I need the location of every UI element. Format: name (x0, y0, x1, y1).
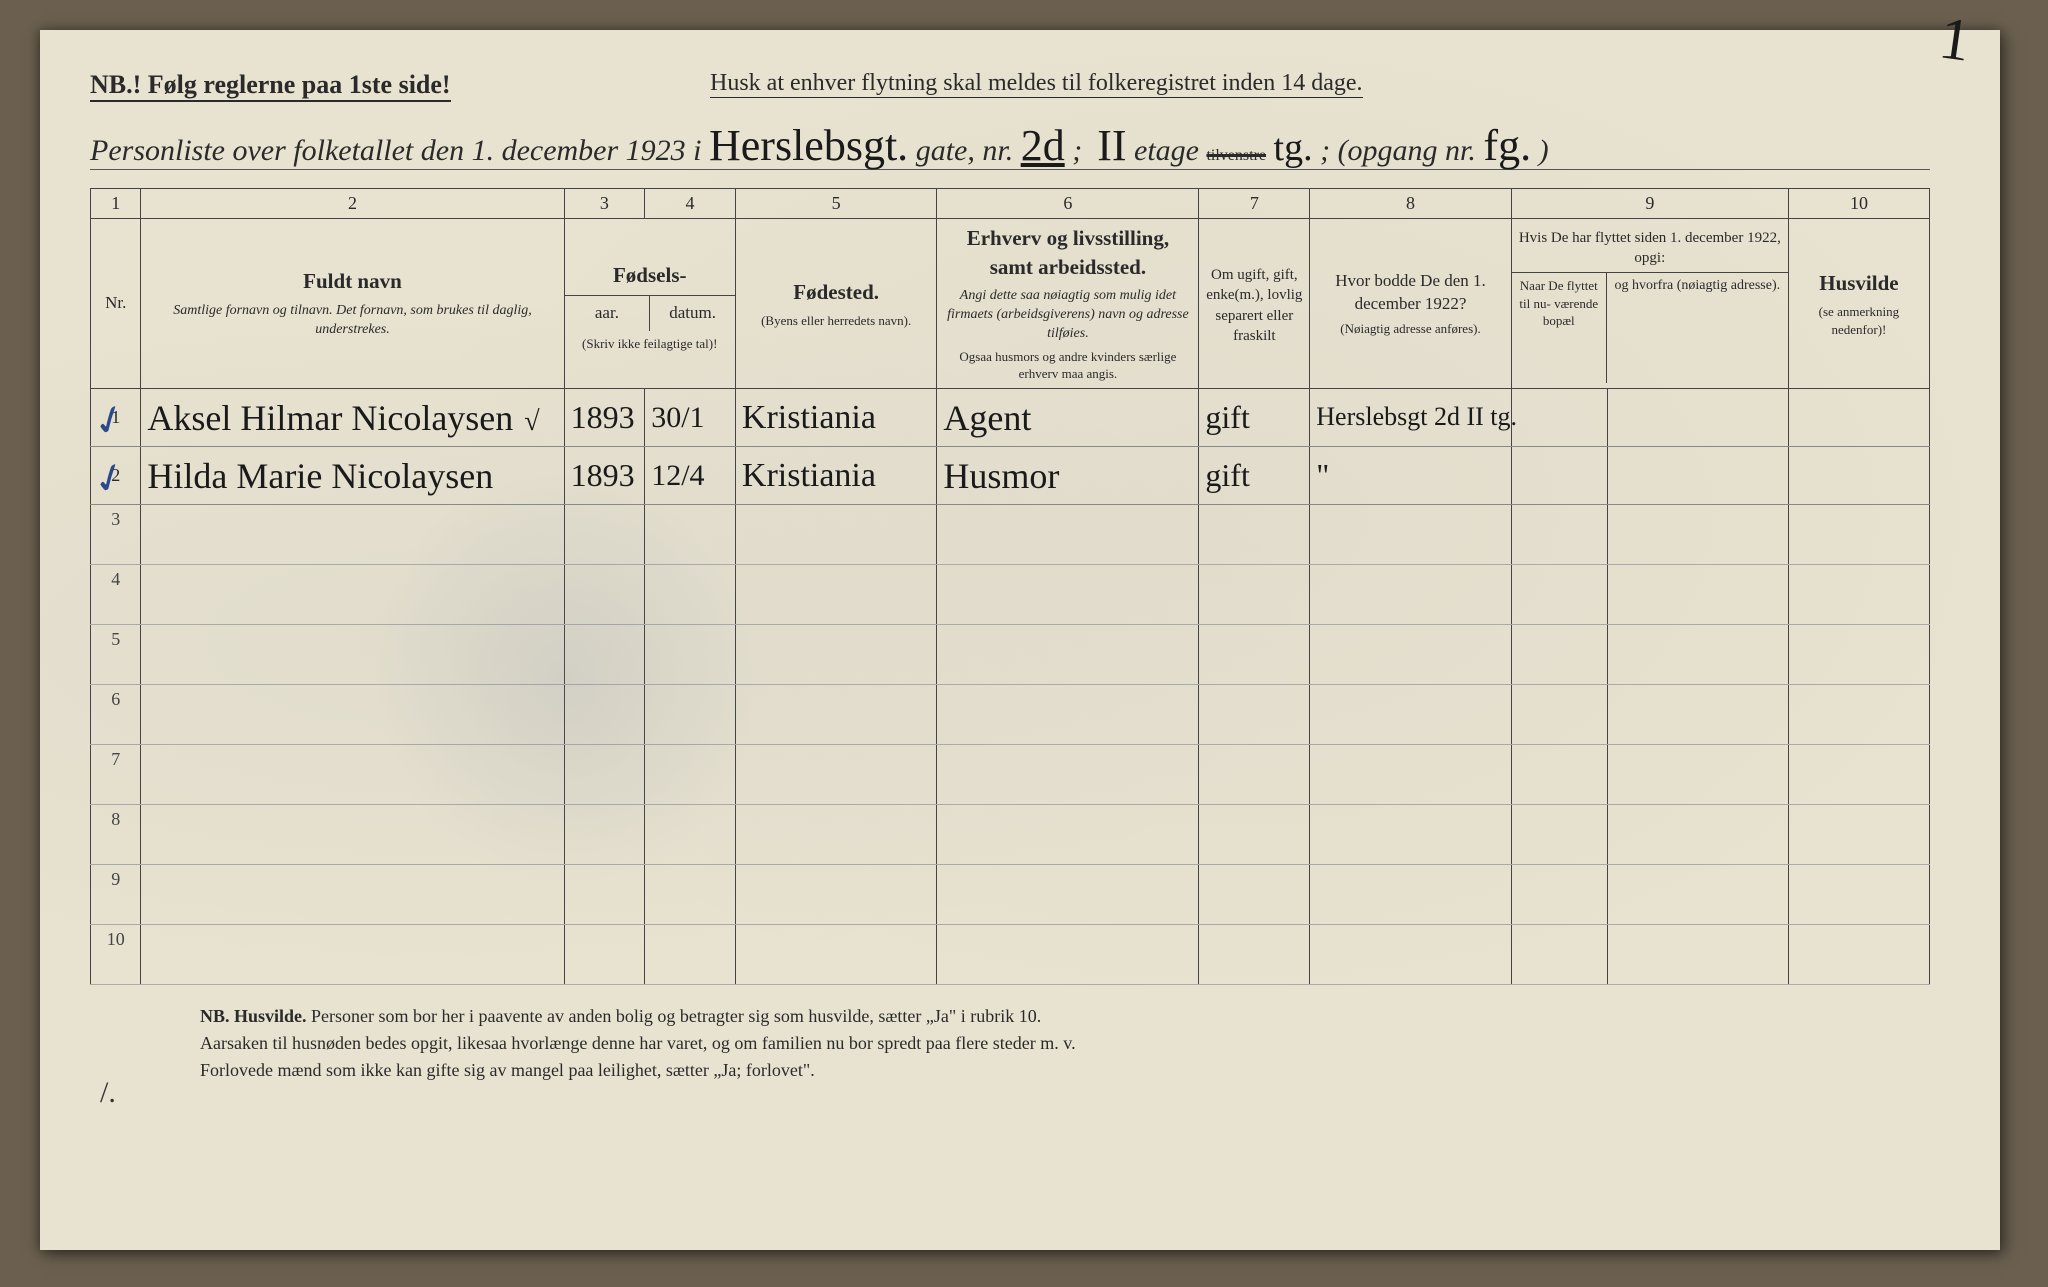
occupation-cell: Agent (937, 389, 1199, 447)
table-row: ✓ 1 Aksel Hilmar Nicolaysen √ 1893 30/1 … (91, 389, 1930, 447)
check-icon: ✓ (86, 393, 134, 449)
column-number-row: 1 2 3 4 5 6 7 8 9 10 (91, 189, 1930, 219)
date-cell: 30/1 (645, 389, 736, 447)
reminder-text: Husk at enhver flytning skal meldes til … (710, 70, 1363, 98)
page-number-handwritten: 1 (1935, 3, 1974, 76)
name-cell: Aksel Hilmar Nicolaysen √ (141, 389, 564, 447)
gate-label: gate, nr. (916, 134, 1014, 167)
opgang-handwritten: fg. (1483, 120, 1531, 171)
head-prev: Hvor bodde De den 1. december 1922? (Nøi… (1310, 219, 1512, 389)
footnote-line: Aarsaken til husnøden bedes opgit, likes… (200, 1033, 1076, 1053)
birthplace-cell: Kristiania (735, 447, 937, 505)
footnote: NB. Husvilde. Personer som bor her i paa… (200, 1003, 1300, 1084)
opgang-label: ; (opgang nr. (1320, 134, 1476, 167)
check-icon: ✓ (86, 451, 134, 507)
head-name: Fuldt navn Samtlige fornavn og tilnavn. … (141, 219, 564, 389)
nb-heading: NB.! Følg reglerne paa 1ste side! (90, 70, 451, 102)
head-fodested: Fødested. (Byens eller herredets navn). (735, 219, 937, 389)
year-cell: 1893 (564, 389, 645, 447)
header-row: Nr. Fuldt navn Samtlige fornavn og tilna… (91, 219, 1930, 389)
table-row: 8 (91, 805, 1930, 865)
tilvenstre-handwritten: tg. (1274, 126, 1313, 170)
marital-cell: gift (1199, 389, 1310, 447)
census-form-page: 1 NB.! Følg reglerne paa 1ste side! Husk… (40, 30, 2000, 1250)
street-handwritten: Herslebsgt. (709, 120, 908, 171)
table-row: 9 (91, 865, 1930, 925)
footnote-nb: NB. Husvilde. (200, 1006, 307, 1026)
table-row: 7 (91, 745, 1930, 805)
year-cell: 1893 (564, 447, 645, 505)
nr-cell: ✓ 2 (91, 447, 141, 505)
etage-label: etage (1134, 134, 1199, 167)
head-marital: Om ugift, gift, enke(m.), lovlig separer… (1199, 219, 1310, 389)
prev-cell: " (1310, 447, 1512, 505)
colnum: 4 (645, 189, 736, 219)
colnum: 7 (1199, 189, 1310, 219)
close-paren: ) (1539, 134, 1549, 167)
birthplace-cell: Kristiania (735, 389, 937, 447)
occupation-cell: Husmor (937, 447, 1199, 505)
prev-cell: Herslebsgt 2d II tg. (1310, 389, 1512, 447)
census-table: 1 2 3 4 5 6 7 8 9 10 Nr. Fuldt navn Samt… (90, 188, 1930, 985)
table-row: 5 (91, 625, 1930, 685)
tilvenstre-strike: tilvenstre (1206, 147, 1266, 164)
stray-mark: /. (100, 1076, 116, 1110)
colnum: 9 (1511, 189, 1788, 219)
head-husvilde: Husvilde (se anmerkning nedenfor)! (1788, 219, 1929, 389)
date-cell: 12/4 (645, 447, 736, 505)
footnote-line: Personer som bor her i paavente av anden… (311, 1006, 1041, 1026)
etage-handwritten: II (1097, 120, 1126, 171)
table-row: 3 (91, 505, 1930, 565)
head-fodsels: Fødsels- aar. datum. (Skriv ikke feilagt… (564, 219, 735, 389)
name-cell: Hilda Marie Nicolaysen (141, 447, 564, 505)
colnum: 6 (937, 189, 1199, 219)
head-nr: Nr. (91, 219, 141, 389)
marital-cell: gift (1199, 447, 1310, 505)
table-row: 10 (91, 925, 1930, 985)
colnum: 10 (1788, 189, 1929, 219)
title-row: Personliste over folketallet den 1. dece… (90, 120, 1930, 170)
colnum: 3 (564, 189, 645, 219)
table-row: ✓ 2 Hilda Marie Nicolaysen 1893 12/4 Kri… (91, 447, 1930, 505)
footnote-line: Forlovede mænd som ikke kan gifte sig av… (200, 1060, 815, 1080)
colnum: 2 (141, 189, 564, 219)
colnum: 1 (91, 189, 141, 219)
title-prefix: Personliste over folketallet den 1. dece… (90, 134, 702, 167)
table-row: 6 (91, 685, 1930, 745)
head-erhverv: Erhverv og livsstilling, samt arbeidsste… (937, 219, 1199, 389)
head-moved: Hvis De har flyttet siden 1. december 19… (1511, 219, 1788, 389)
gate-nr-handwritten: 2d (1021, 120, 1065, 171)
header-row: NB.! Følg reglerne paa 1ste side! Husk a… (90, 70, 1930, 102)
nr-cell: ✓ 1 (91, 389, 141, 447)
table-row: 4 (91, 565, 1930, 625)
colnum: 8 (1310, 189, 1512, 219)
colnum: 5 (735, 189, 937, 219)
